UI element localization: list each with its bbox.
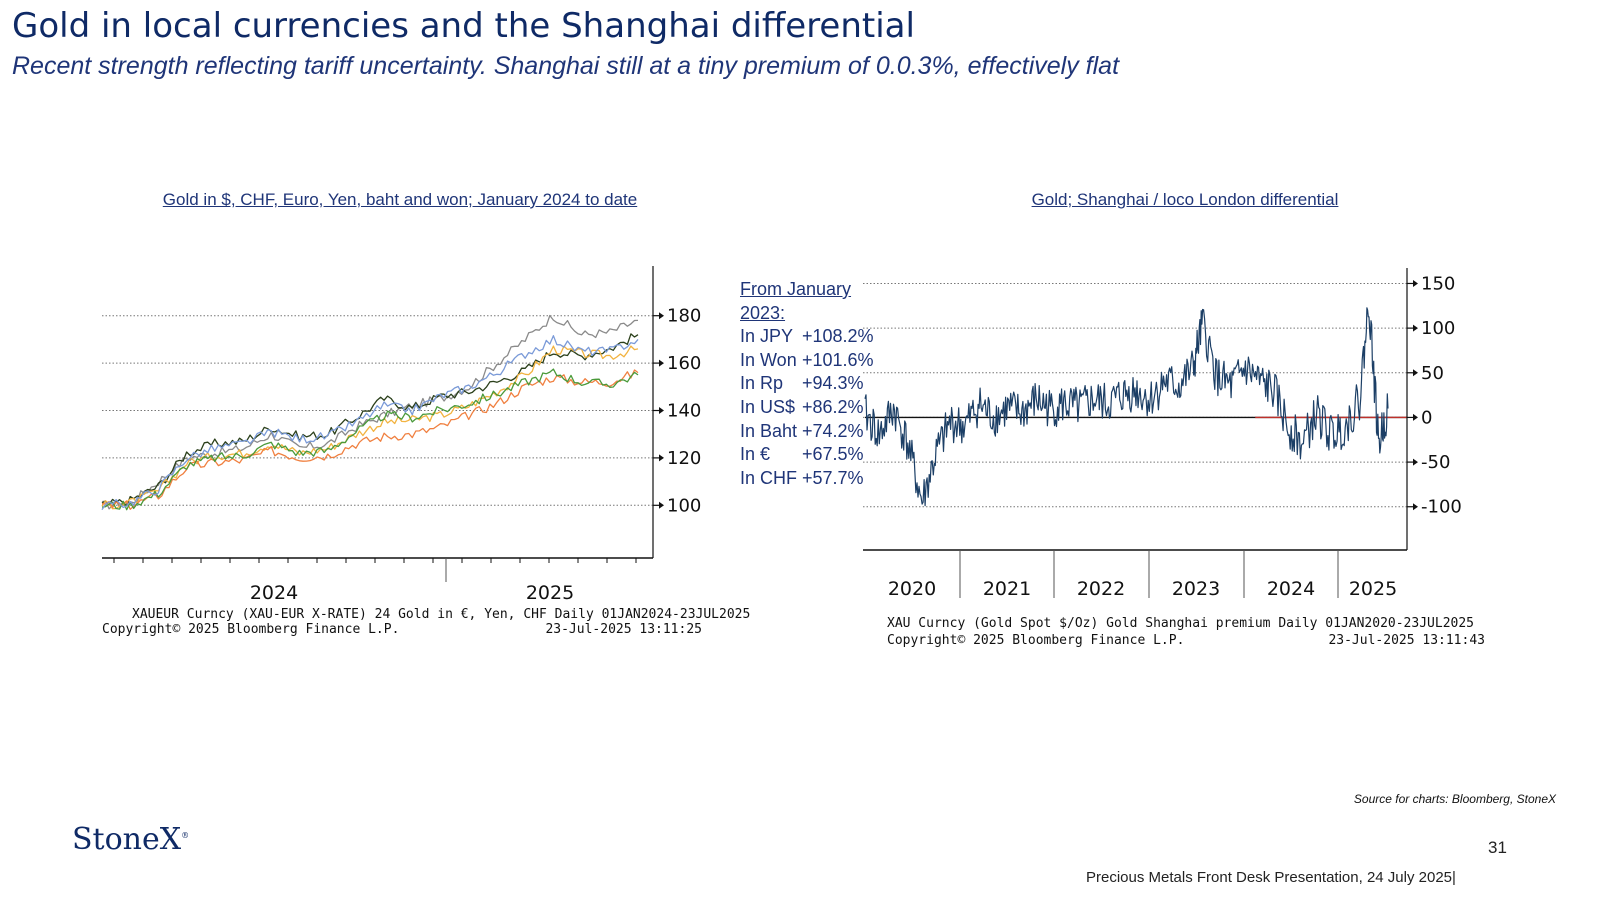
local-currency-gold-chart: 180 160 140 120 100 2024 2025 XAUEUR Curncy (X… bbox=[101, 266, 750, 637]
performance-row: In € +67.5% bbox=[740, 443, 874, 467]
y-tick-label: 150 bbox=[1421, 273, 1455, 294]
series-line-gold-shanghai-premium-oz- bbox=[864, 307, 1389, 507]
y-tick-label: 180 bbox=[667, 306, 701, 327]
y-tick-arrow bbox=[1413, 324, 1418, 332]
series-line-baht bbox=[101, 345, 639, 510]
y-tick-arrow bbox=[1413, 503, 1418, 511]
performance-row: In Baht +74.2% bbox=[740, 420, 874, 444]
performance-row: In CHF +57.7% bbox=[740, 467, 874, 491]
x-tick-label: 2020 bbox=[888, 578, 936, 600]
performance-label: In Baht bbox=[740, 420, 798, 441]
y-tick-arrow bbox=[1413, 369, 1418, 377]
y-tick-label: 160 bbox=[667, 353, 701, 374]
series-line-eur bbox=[101, 368, 639, 511]
y-tick-arrow bbox=[659, 359, 664, 367]
y-tick-arrow bbox=[1413, 413, 1418, 421]
performance-label: In € bbox=[740, 444, 771, 465]
performance-value: +94.3% bbox=[802, 373, 864, 394]
x-tick-label: 2024 bbox=[1267, 578, 1315, 600]
y-tick-label: 50 bbox=[1421, 363, 1444, 384]
y-tick-arrow bbox=[659, 454, 664, 462]
x-tick-label: 2025 bbox=[526, 582, 574, 604]
series-line-won bbox=[101, 335, 639, 511]
right-chart-footnote-2-right: 23-Jul-2025 13:11:43 bbox=[1328, 633, 1485, 648]
performance-label: In JPY bbox=[740, 326, 794, 347]
performance-label: In Rp bbox=[740, 373, 784, 394]
performance-label: In CHF bbox=[740, 467, 798, 488]
performance-row: In Won +101.6% bbox=[740, 349, 874, 373]
shanghai-differential-chart: 150 100 50 0 -50 -100 2020 2021 2022 2023 2024 2025… bbox=[863, 268, 1485, 648]
y-tick-label: -100 bbox=[1421, 497, 1462, 518]
performance-label: In Won bbox=[740, 349, 797, 370]
stonex-logo: StoneX® bbox=[72, 822, 190, 857]
y-tick-arrow bbox=[659, 312, 664, 320]
y-tick-label: -50 bbox=[1421, 452, 1450, 473]
performance-label: In US$ bbox=[740, 396, 796, 417]
x-tick-label: 2023 bbox=[1172, 578, 1220, 600]
x-tick-label: 2021 bbox=[983, 578, 1031, 600]
right-chart-footnote-2-left: Copyright© 2025 Bloomberg Finance L.P. bbox=[887, 633, 1184, 648]
page-number: 31 bbox=[1488, 838, 1507, 857]
y-tick-arrow bbox=[659, 407, 664, 414]
series-line-chf bbox=[101, 369, 639, 510]
left-chart-caption: Gold in $, CHF, Euro, Yen, baht and won;… bbox=[162, 190, 638, 209]
performance-value: +67.5% bbox=[802, 444, 864, 465]
y-tick-label: 100 bbox=[667, 495, 701, 516]
logo-text: StoneX bbox=[72, 822, 182, 857]
right-chart-footnote-1: XAU Curncy (Gold Spot $/Oz) Gold Shangha… bbox=[887, 616, 1474, 631]
series-line-usd bbox=[101, 333, 639, 507]
y-tick-label: 100 bbox=[1421, 318, 1455, 339]
performance-heading: From January 2023: bbox=[740, 278, 874, 325]
y-tick-label: 140 bbox=[667, 401, 701, 422]
performance-row: In US$ +86.2% bbox=[740, 396, 874, 420]
performance-row: In JPY +108.2% bbox=[740, 325, 874, 349]
y-tick-label: 0 bbox=[1421, 407, 1432, 428]
footer-text: Precious Metals Front Desk Presentation,… bbox=[1086, 869, 1456, 886]
x-tick-label: 2022 bbox=[1077, 578, 1125, 600]
performance-value: +74.2% bbox=[802, 420, 864, 441]
y-tick-arrow bbox=[1413, 458, 1418, 466]
performance-value: +57.7% bbox=[802, 467, 864, 488]
page-subtitle: Recent strength reflecting tariff uncert… bbox=[12, 52, 1120, 80]
y-tick-arrow bbox=[1413, 279, 1418, 287]
y-tick-label: 120 bbox=[667, 448, 701, 469]
performance-table: From January 2023: In JPY +108.2% In Won +… bbox=[740, 278, 874, 490]
performance-value: +108.2% bbox=[802, 326, 874, 347]
x-tick-label: 2025 bbox=[1349, 578, 1397, 600]
performance-row: In Rp +94.3% bbox=[740, 372, 874, 396]
performance-value: +86.2% bbox=[802, 396, 864, 417]
y-tick-arrow bbox=[659, 501, 664, 509]
right-chart-caption: Gold; Shanghai / loco London differentia… bbox=[1031, 190, 1339, 209]
performance-heading-line1: From January bbox=[740, 279, 852, 299]
performance-value: +101.6% bbox=[802, 349, 874, 370]
page-title: Gold in local currencies and the Shangha… bbox=[12, 6, 915, 46]
source-note: Source for charts: Bloomberg, StoneX bbox=[1353, 792, 1556, 806]
left-chart-footnote-1: XAUEUR Curncy (XAU-EUR X-RATE) 24 Gold i… bbox=[132, 607, 750, 622]
x-tick-label: 2024 bbox=[250, 582, 298, 604]
performance-heading-line2: 2023: bbox=[740, 302, 786, 323]
left-chart-footnote-2-left: Copyright© 2025 Bloomberg Finance L.P. bbox=[102, 622, 399, 637]
left-chart-footnote-2-right: 23-Jul-2025 13:11:25 bbox=[545, 622, 702, 637]
